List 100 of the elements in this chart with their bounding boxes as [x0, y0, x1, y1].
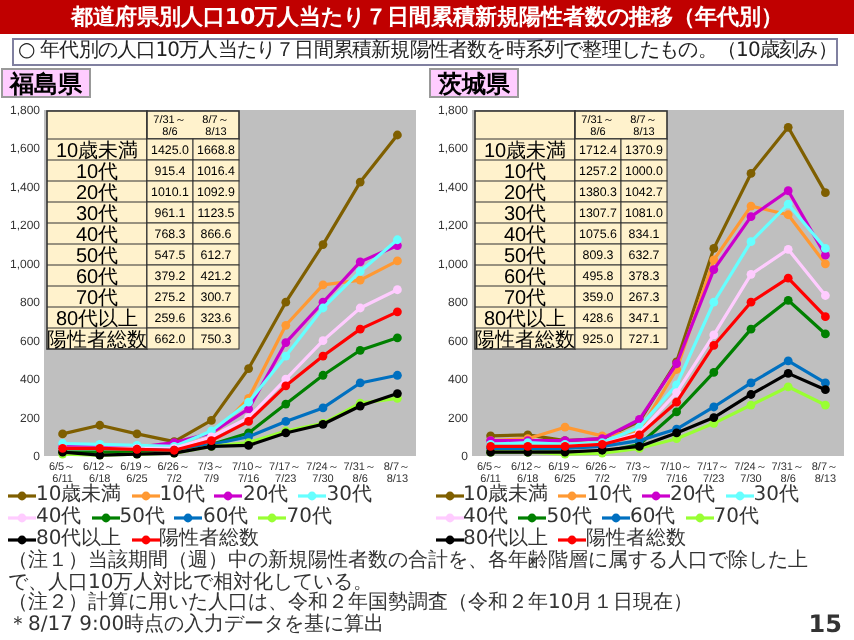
point: [820, 385, 829, 395]
y-tick-label: 70代: [502, 288, 546, 310]
point: [820, 291, 829, 300]
legend-label: 70代: [713, 506, 759, 528]
y-tick-label: 10代: [75, 162, 119, 184]
point: [207, 416, 216, 425]
legend-label: 50代: [119, 506, 165, 528]
point: [745, 212, 755, 222]
point: [820, 329, 829, 339]
point: [318, 280, 328, 290]
text: 15: [808, 610, 842, 638]
point: [708, 255, 718, 265]
text: （注１）当該期間（週）中の新規陽性者数の合計を、各年齢階層に属する人口で除した上で、人口10万人対比で相対化している。: [8, 550, 808, 593]
point: [782, 199, 792, 209]
point: [244, 364, 253, 373]
point: [318, 303, 328, 313]
point: [281, 338, 291, 347]
point: [782, 122, 792, 132]
point: [745, 297, 755, 307]
y-tick-label: 50代: [502, 246, 546, 268]
point: [393, 333, 402, 343]
point: [782, 356, 792, 366]
point: [559, 422, 569, 432]
point: [782, 273, 792, 283]
point: [782, 210, 792, 220]
point: [708, 297, 718, 307]
legend-label: 10代: [586, 484, 632, 506]
point: [745, 378, 755, 388]
legend-label: 50代: [546, 506, 592, 528]
point: [58, 429, 67, 439]
legend-label: 60代: [629, 506, 676, 528]
point: [393, 256, 402, 266]
point: [355, 303, 365, 313]
point: [782, 368, 792, 378]
point: [708, 265, 718, 274]
y-tick-label: 40代: [502, 225, 546, 247]
point: [393, 130, 402, 140]
point: [393, 307, 402, 317]
point: [782, 295, 792, 305]
y-tick-label: 20代: [502, 183, 546, 205]
point: [671, 388, 680, 397]
point: [281, 399, 291, 409]
point: [782, 186, 792, 196]
legend-label: 70代: [286, 506, 332, 528]
y-tick-label: 30代: [75, 204, 119, 226]
chart-title: 福島県: [8, 70, 84, 98]
legend-label: 30代: [326, 484, 372, 506]
point: [281, 381, 291, 391]
point: [820, 188, 829, 198]
point: [95, 420, 105, 430]
point: [745, 390, 755, 399]
point: [745, 400, 755, 410]
y-tick-label: 80代以上: [482, 307, 566, 331]
point: [708, 244, 718, 253]
legend-label: 陽性者総数: [159, 528, 260, 550]
point: [745, 237, 755, 247]
legend-label: 陽性者総数: [586, 528, 687, 550]
y-tick-label: 陽性者総数: [47, 328, 147, 352]
point: [355, 267, 365, 276]
chart-title: 茨城県: [435, 70, 511, 98]
y-tick-label: 60代: [75, 267, 119, 289]
point: [820, 400, 829, 410]
text: 都道府県別人口10万人当たり７日間累積新規陽性者数の推移: [70, 4, 674, 30]
text: ○ 年代別の人口10万人当たり７日間累積新規陽性者数を時系列で整理したもの。（10歳刻み）: [12, 38, 838, 66]
y-tick-label: 60代: [502, 267, 546, 289]
legend-label: 20代: [669, 484, 716, 506]
text: ＊8/17 9:00時点の入力データを基に算出: [8, 614, 387, 637]
point: [355, 378, 365, 388]
point: [708, 367, 718, 377]
legend-label: 30代: [753, 484, 799, 506]
point: [281, 320, 291, 330]
point: [355, 177, 365, 187]
point: [708, 330, 718, 340]
point: [708, 413, 718, 422]
point: [355, 275, 365, 285]
point: [745, 201, 755, 211]
point: [281, 351, 291, 361]
point: [782, 382, 792, 392]
point: [393, 389, 402, 398]
text: （注２）計算に用いた人口は、令和２年国勢調査（令和２年10月１日現在）: [8, 592, 696, 614]
point: [355, 257, 365, 267]
point: [708, 402, 718, 412]
legend-label: 10代: [159, 484, 205, 506]
y-tick-label: 80代以上: [55, 307, 139, 331]
point: [318, 351, 328, 361]
point: [281, 297, 291, 307]
y-tick-label: 10歳未満: [55, 139, 139, 163]
point: [745, 169, 755, 178]
point: [132, 429, 142, 439]
legend-label: 20代: [242, 484, 289, 506]
point: [355, 324, 365, 334]
point: [355, 345, 365, 355]
y-tick-label: 20代: [75, 183, 119, 205]
point: [671, 407, 680, 417]
point: [820, 259, 829, 269]
point: [820, 312, 829, 322]
y-tick-label: 10代: [502, 162, 546, 184]
point: [318, 336, 328, 346]
y-tick-label: 70代: [75, 288, 119, 310]
point: [318, 403, 328, 413]
